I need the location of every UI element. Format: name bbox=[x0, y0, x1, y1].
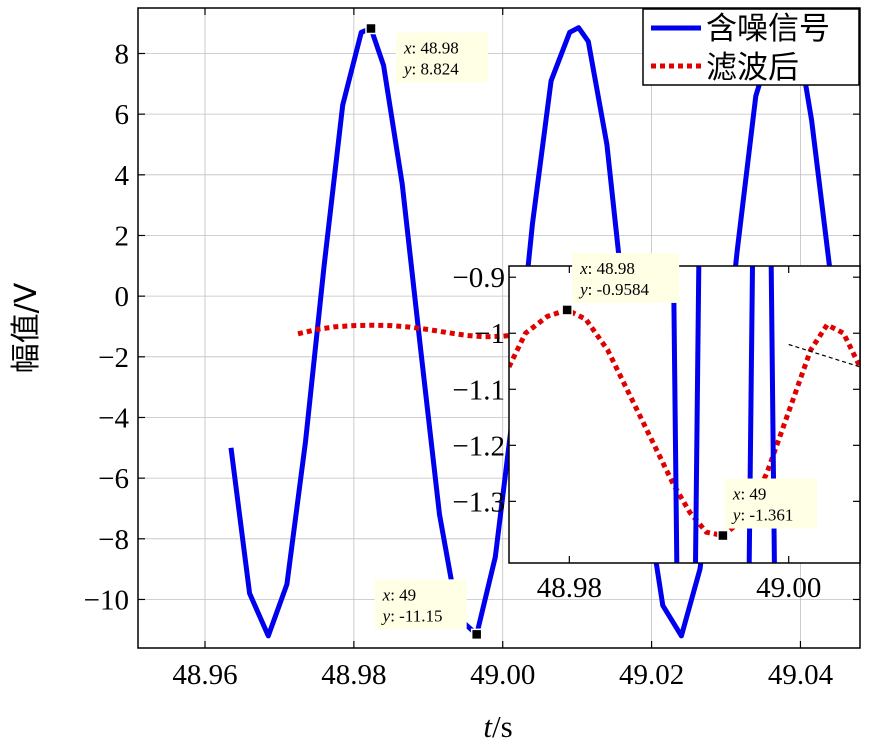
datatip-x-key: x bbox=[403, 39, 412, 58]
datatip-y: y: -0.9584 bbox=[578, 280, 649, 299]
datatip-box bbox=[374, 579, 467, 630]
y-tick-label: −4 bbox=[98, 402, 129, 434]
datatip-x-value: : 48.98 bbox=[412, 39, 459, 58]
y-tick-label: −6 bbox=[98, 463, 129, 495]
inset-series-line-reference bbox=[788, 343, 860, 368]
inset-axes-frame bbox=[508, 265, 861, 564]
x-tick-label: 49.00 bbox=[756, 572, 821, 604]
datatip-y-value: : -0.9584 bbox=[588, 280, 650, 299]
y-tick-label: −1.1 bbox=[452, 374, 505, 406]
x-tick-label: 48.96 bbox=[172, 659, 237, 691]
y-tick-label: −0.9 bbox=[452, 262, 505, 294]
x-tick-label: 49.04 bbox=[768, 659, 834, 691]
datatip-y-value: : -1.361 bbox=[740, 506, 793, 525]
datatip: x: 48.98y: -0.9584 bbox=[561, 252, 680, 316]
datatip: x: 48.98y: 8.824 bbox=[365, 22, 488, 83]
datatip-x: x: 48.98 bbox=[403, 39, 459, 58]
y-axis-label: 幅值/V bbox=[9, 282, 44, 373]
datatip-y-key: y bbox=[402, 60, 412, 79]
datatip-y-value: : -11.15 bbox=[390, 606, 442, 625]
x-tick-label: 49.00 bbox=[470, 659, 535, 691]
datatip-x-value: : 49 bbox=[740, 485, 766, 504]
datatip-x-value: : 48.98 bbox=[588, 259, 635, 278]
datatip-y: y: -1.361 bbox=[731, 506, 793, 525]
main-axes: 48.96 48.98 49.00 49.02 49.04 8 6 4 2 0 −2 −4 −6 −8 −1… bbox=[84, 8, 860, 691]
x-tick-label: 48.98 bbox=[537, 572, 602, 604]
x-axis-label: t/s bbox=[483, 709, 512, 744]
y-tick-label: −1.2 bbox=[452, 430, 505, 462]
series-line-noisy bbox=[228, 25, 852, 639]
legend-label-noisy: 含噪信号 bbox=[706, 11, 830, 47]
datatip-y: y: -11.15 bbox=[381, 606, 443, 625]
datatip: x: 49 y: -1.361 bbox=[717, 478, 817, 542]
x-axis-label-unit: /s bbox=[492, 709, 513, 744]
datatip-marker bbox=[717, 529, 729, 542]
y-tick-label: −1.3 bbox=[452, 486, 505, 518]
x-axis-label-var: t bbox=[483, 709, 493, 744]
datatip-x: x: 48.98 bbox=[579, 259, 635, 278]
datatip-x-value: : 49 bbox=[390, 585, 416, 604]
datatip-marker bbox=[365, 22, 377, 35]
datatip-box bbox=[724, 478, 817, 529]
main-plot-area bbox=[228, 25, 852, 639]
y-tick-label: 4 bbox=[115, 160, 130, 192]
series-line-filtered bbox=[297, 322, 522, 340]
y-tick-label: 2 bbox=[115, 220, 130, 252]
datatip-y-value: : 8.824 bbox=[412, 60, 460, 79]
y-tick-label: −1 bbox=[474, 318, 505, 350]
datatip-box bbox=[572, 252, 680, 303]
inset-axes: 48.98 49.00 −0.9 −1 −1.1 −1.2 −1.3 bbox=[452, 262, 860, 604]
datatip: x: 49 y: -11.15 bbox=[374, 579, 483, 641]
datatip-marker bbox=[470, 628, 483, 641]
x-tick-label: 49.02 bbox=[619, 659, 684, 691]
datatip-x-key: x bbox=[382, 585, 391, 604]
inset-series-line-noisy bbox=[671, 266, 777, 563]
datatip-y-key: y bbox=[578, 280, 588, 299]
legend-box bbox=[642, 8, 860, 86]
datatip-y-key: y bbox=[381, 606, 391, 625]
y-tick-label: −2 bbox=[98, 342, 129, 374]
legend-label-filtered: 滤波后 bbox=[706, 50, 799, 86]
y-tick-label: 8 bbox=[115, 38, 130, 70]
datatip-y: y: 8.824 bbox=[402, 60, 459, 79]
y-tick-label: 0 bbox=[115, 281, 130, 313]
datatip-y-key: y bbox=[731, 506, 741, 525]
y-tick-label: −10 bbox=[84, 584, 129, 616]
legend: 含噪信号 滤波后 bbox=[642, 8, 860, 86]
datatip-marker bbox=[561, 304, 573, 316]
datatip-x-key: x bbox=[579, 259, 588, 278]
datatip-x: x: 49 bbox=[382, 585, 417, 604]
datatip-x-key: x bbox=[732, 485, 741, 504]
y-tick-label: 6 bbox=[115, 99, 130, 131]
x-tick-label: 48.98 bbox=[321, 659, 386, 691]
datatip-box bbox=[395, 32, 488, 83]
datatip-x: x: 49 bbox=[732, 485, 767, 504]
y-tick-label: −8 bbox=[98, 524, 129, 556]
